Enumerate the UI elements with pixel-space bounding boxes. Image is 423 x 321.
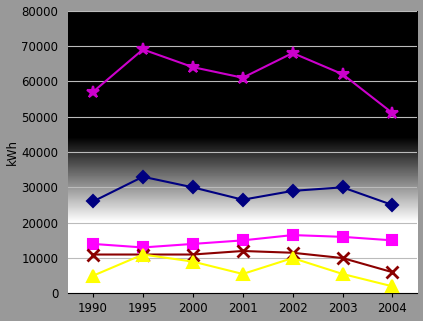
Industri — [340, 186, 345, 189]
Hushall — [290, 233, 295, 237]
Transporter — [190, 65, 195, 69]
Hushall — [340, 235, 345, 239]
Hushall — [140, 246, 146, 249]
Other — [290, 256, 295, 260]
Other — [91, 274, 96, 278]
Transporter — [290, 51, 295, 55]
Service — [290, 251, 295, 255]
Other — [140, 253, 146, 256]
Industri — [140, 175, 146, 179]
Hushall — [390, 239, 395, 242]
Transporter — [390, 111, 395, 115]
Transporter — [340, 72, 345, 76]
Industri — [91, 200, 96, 204]
Industri — [240, 198, 245, 202]
Service — [190, 253, 195, 256]
Service — [240, 249, 245, 253]
Hushall — [91, 242, 96, 246]
Service — [340, 256, 345, 260]
Other — [340, 272, 345, 276]
Y-axis label: kWh: kWh — [5, 139, 19, 165]
Line: Service: Service — [88, 246, 398, 278]
Line: Hushall: Hushall — [88, 230, 397, 252]
Transporter — [140, 48, 146, 51]
Line: Transporter: Transporter — [87, 43, 399, 119]
Line: Industri: Industri — [89, 173, 397, 209]
Service — [390, 270, 395, 274]
Hushall — [190, 242, 195, 246]
Industri — [290, 189, 295, 193]
Hushall — [240, 239, 245, 242]
Industri — [190, 186, 195, 189]
Industri — [390, 203, 395, 207]
Other — [240, 272, 245, 276]
Line: Other: Other — [88, 249, 398, 292]
Other — [390, 284, 395, 288]
Other — [190, 260, 195, 264]
Transporter — [91, 90, 96, 94]
Service — [91, 253, 96, 256]
Transporter — [240, 76, 245, 80]
Service — [140, 253, 146, 256]
